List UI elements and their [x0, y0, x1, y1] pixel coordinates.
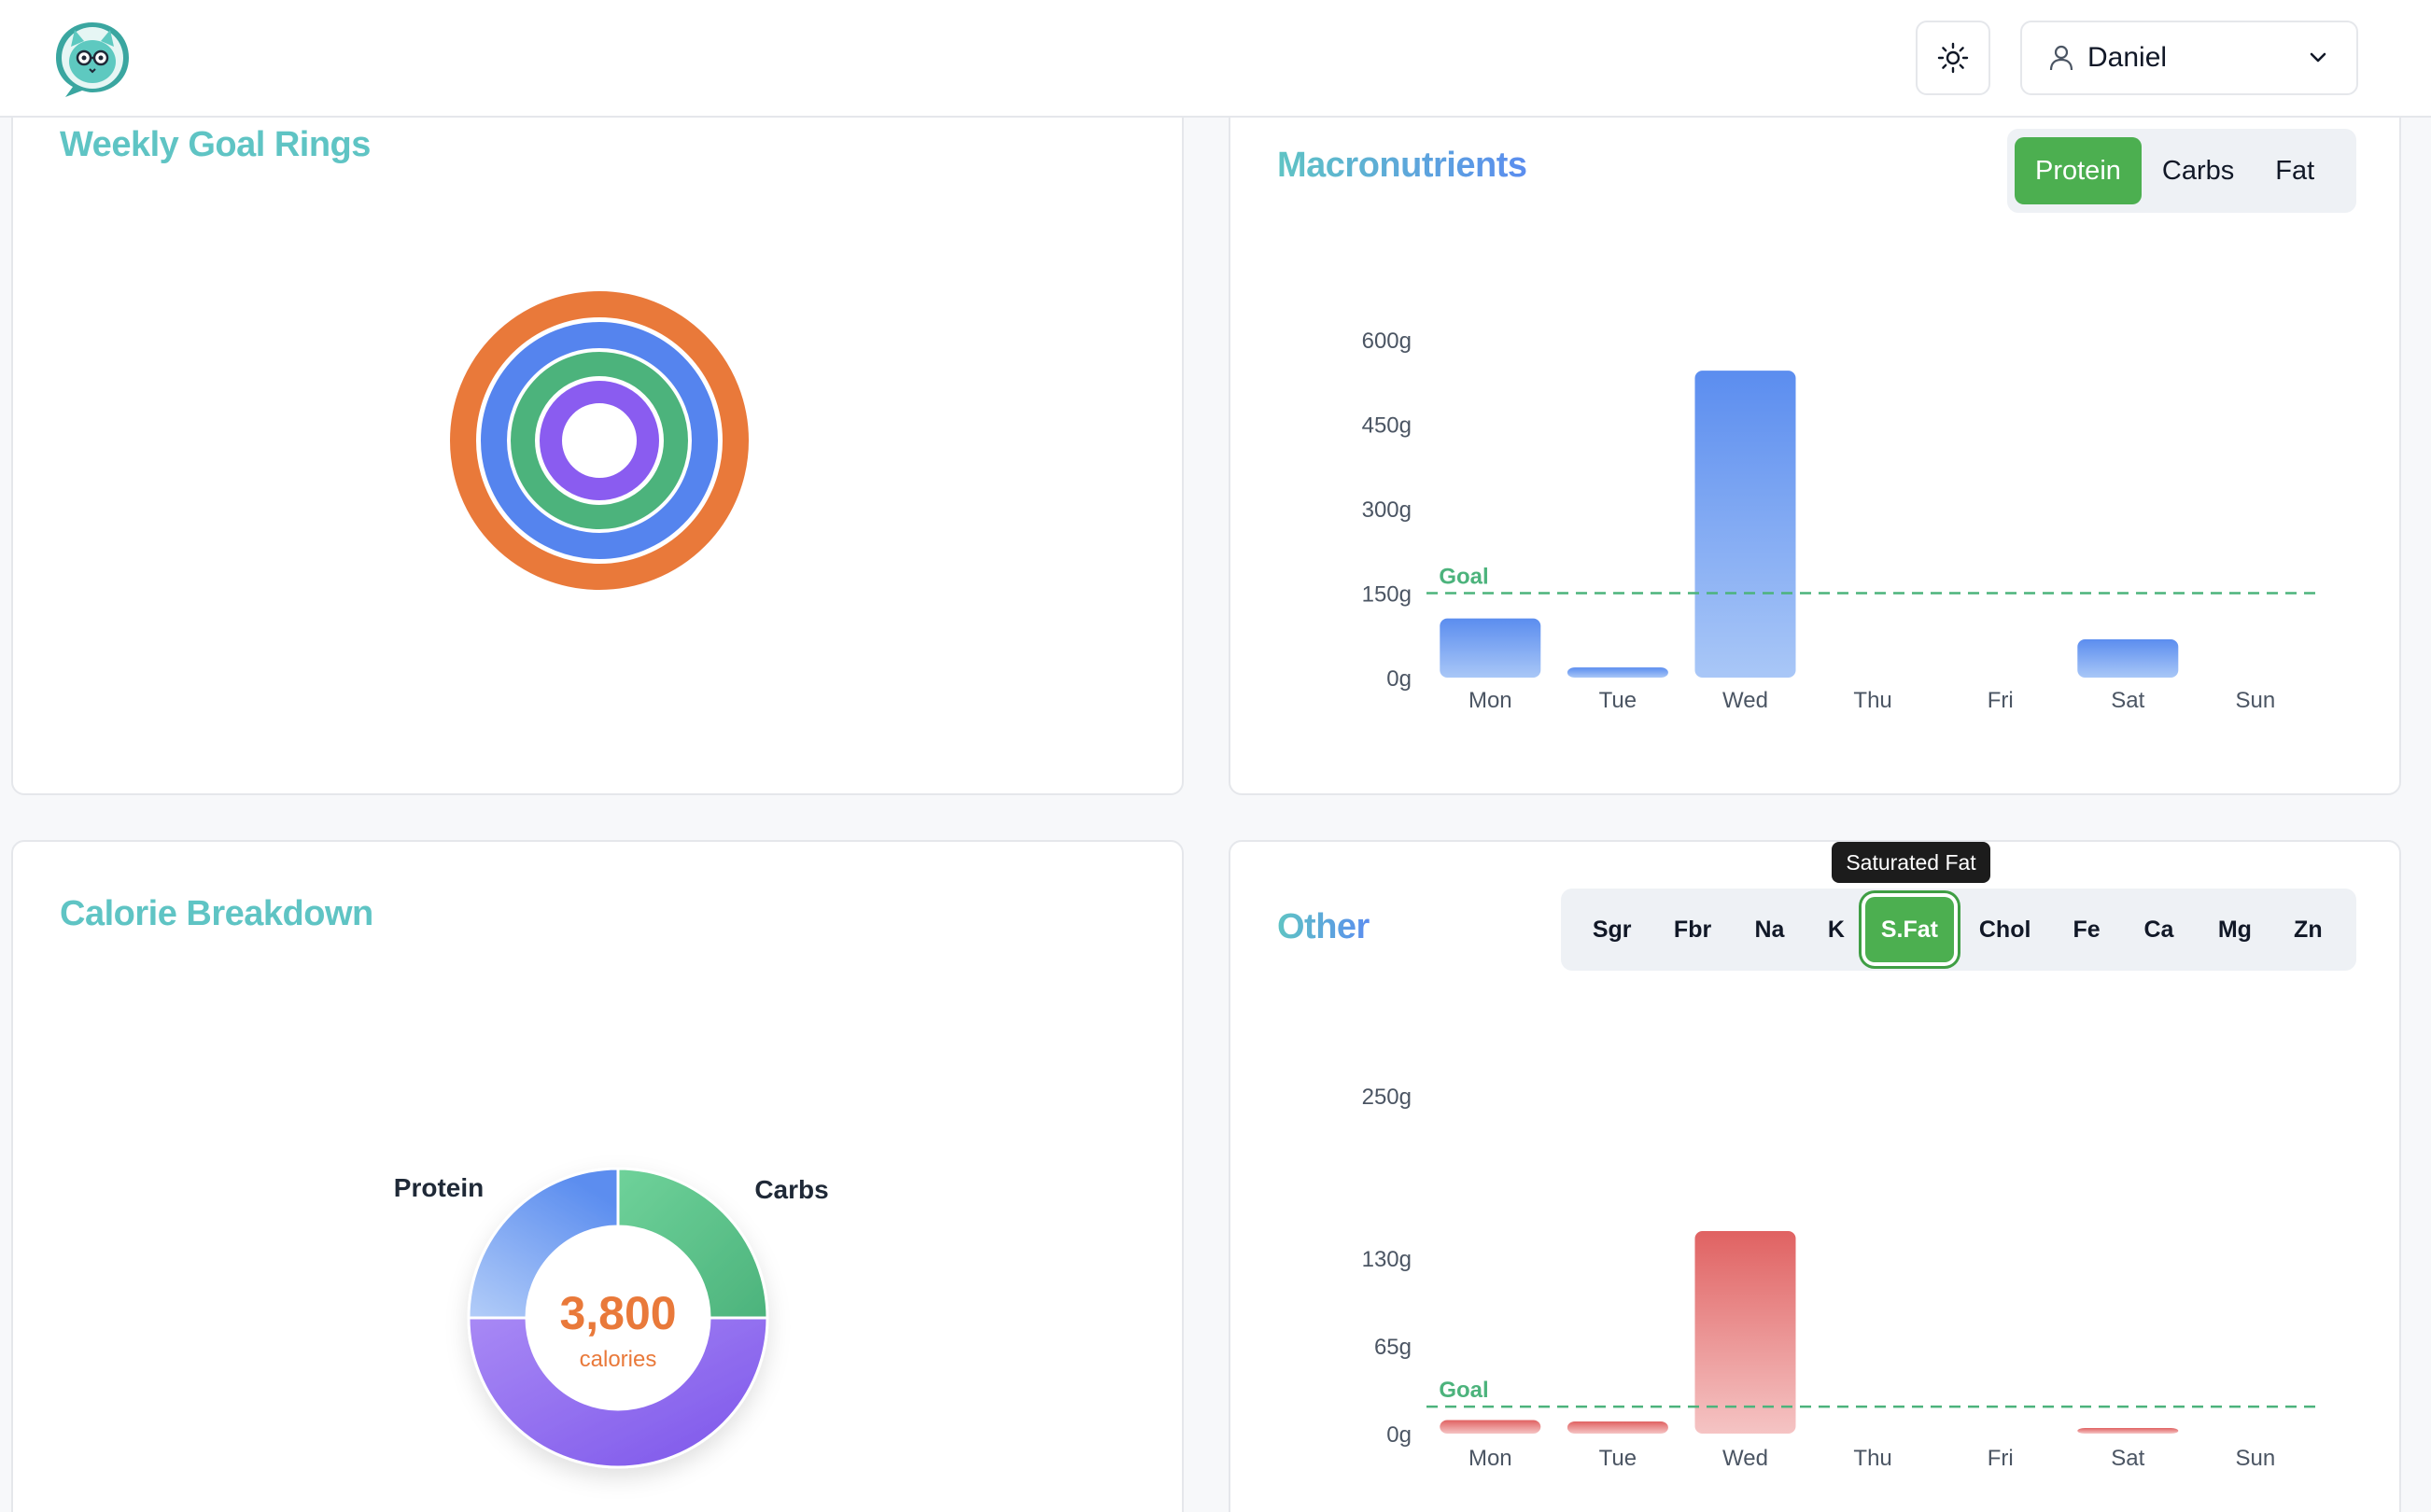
app-logo[interactable]	[52, 19, 133, 99]
x-tick-label: Thu	[1853, 688, 1891, 713]
x-tick-label: Wed	[1722, 1446, 1768, 1471]
theme-toggle-button[interactable]	[1916, 21, 1990, 95]
macronutrients-card: Macronutrients Protein Carbs Fat 0g 150g 3…	[1229, 84, 2401, 795]
macronutrients-title: Macronutrients	[1277, 146, 1527, 185]
bar-wed[interactable]	[1694, 1231, 1796, 1434]
bar-tue[interactable]	[1567, 1421, 1668, 1434]
tab-magnesium[interactable]: Mg	[2217, 916, 2252, 943]
tab-fiber[interactable]: Fbr	[1673, 916, 1712, 943]
x-tick-label: Mon	[1468, 688, 1512, 713]
bar-sat[interactable]	[2077, 638, 2179, 678]
other-nutrients-card: Other Sgr Fbr Na K S.Fat Chol Fe Ca Mg Z…	[1229, 840, 2401, 1512]
y-tick-label: 65g	[1374, 1335, 1412, 1360]
bar-tue[interactable]	[1567, 667, 1668, 678]
y-tick-label: 0g	[1386, 666, 1412, 692]
bar-mon[interactable]	[1440, 1420, 1541, 1434]
x-tick-label: Fri	[1988, 688, 2014, 713]
tab-carbs[interactable]: Carbs	[2161, 155, 2235, 186]
other-nutrient-tabs: Sgr Fbr Na K S.Fat Chol Fe Ca Mg Zn	[1561, 889, 2356, 971]
tab-iron[interactable]: Fe	[2073, 916, 2101, 943]
calorie-donut-chart: Protein Carbs 3,800 calories	[394, 1167, 829, 1469]
tab-tooltip: Saturated Fat	[1832, 842, 1990, 883]
tab-sodium[interactable]: Na	[1754, 916, 1785, 943]
ring-carbs	[511, 352, 688, 529]
calorie-total-value: 3,800	[559, 1287, 676, 1339]
donut-slice-carbs[interactable]	[616, 1167, 769, 1320]
bar-sat[interactable]	[2077, 1428, 2179, 1434]
tab-calcium[interactable]: Ca	[2143, 916, 2174, 943]
other-title: Other	[1277, 907, 1370, 946]
app-header: Daniel	[0, 0, 2431, 118]
tab-saturated-fat[interactable]: S.Fat	[1864, 897, 1955, 962]
y-tick-label: 300g	[1362, 497, 1412, 523]
y-tick-label: 0g	[1386, 1422, 1412, 1448]
x-tick-label: Sun	[2236, 1446, 2276, 1471]
calorie-breakdown-title: Calorie Breakdown	[60, 894, 373, 933]
donut-center	[527, 1227, 709, 1408]
x-tick-label: Tue	[1599, 1446, 1637, 1471]
y-tick-label: 600g	[1362, 329, 1412, 354]
donut-slice-protein[interactable]	[467, 1167, 620, 1320]
tab-sugar[interactable]: Sgr	[1592, 916, 1632, 943]
tab-protein[interactable]: Protein	[2015, 137, 2142, 204]
cat-logo-icon	[56, 22, 129, 97]
donut-slice-fat[interactable]	[467, 1316, 769, 1469]
tab-fat[interactable]: Fat	[2275, 155, 2315, 186]
y-tick-label: 250g	[1362, 1085, 1412, 1110]
ring-fat	[540, 381, 659, 500]
y-tick-label: 450g	[1362, 413, 1412, 439]
goal-label: Goal	[1439, 1378, 1488, 1403]
pie-label-carbs: Carbs	[754, 1175, 828, 1204]
x-tick-label: Tue	[1599, 688, 1637, 713]
sun-icon	[1937, 42, 1969, 74]
y-tick-label: 130g	[1362, 1247, 1412, 1272]
x-tick-label: Wed	[1722, 688, 1768, 713]
tab-cholesterol[interactable]: Chol	[1978, 916, 2031, 943]
x-tick-label: Mon	[1468, 1446, 1512, 1471]
other-nutrients-bar-chart: 0g 65g 130g 250g Mon Tue Wed Thu Fri Sat Sun Goal	[1362, 1085, 2319, 1471]
chevron-down-icon	[2310, 52, 2326, 63]
user-name: Daniel	[2087, 42, 2168, 73]
x-tick-label: Sat	[2111, 1446, 2144, 1471]
user-dropdown[interactable]: Daniel	[2020, 21, 2358, 95]
goal-label: Goal	[1439, 565, 1488, 590]
x-tick-label: Thu	[1853, 1446, 1891, 1471]
y-tick-label: 150g	[1362, 582, 1412, 608]
weekly-goal-rings-card: Weekly Goal Rings	[11, 84, 1184, 795]
pie-label-protein: Protein	[394, 1173, 484, 1202]
goal-rings-chart	[450, 291, 749, 590]
macronutrients-bar-chart: 0g 150g 300g 450g 600g Mon Tue Wed Thu Fri Sat Sun G…	[1362, 329, 2319, 713]
macronutrient-tabs: Protein Carbs Fat	[2007, 129, 2356, 213]
weekly-goal-rings-title: Weekly Goal Rings	[60, 125, 371, 164]
ring-protein	[481, 322, 718, 559]
bar-mon[interactable]	[1440, 618, 1541, 678]
tab-zinc[interactable]: Zn	[2294, 916, 2323, 943]
x-tick-label: Fri	[1988, 1446, 2014, 1471]
calorie-total-unit: calories	[580, 1347, 657, 1372]
user-icon	[2049, 45, 2073, 71]
x-tick-label: Sat	[2111, 688, 2144, 713]
ring-calories	[450, 291, 749, 590]
calorie-breakdown-card: Calorie Breakdown Protein Carbs 3,800 ca…	[11, 840, 1184, 1512]
tab-potassium[interactable]: K	[1827, 916, 1845, 943]
x-tick-label: Sun	[2236, 688, 2276, 713]
bar-wed[interactable]	[1694, 371, 1796, 678]
